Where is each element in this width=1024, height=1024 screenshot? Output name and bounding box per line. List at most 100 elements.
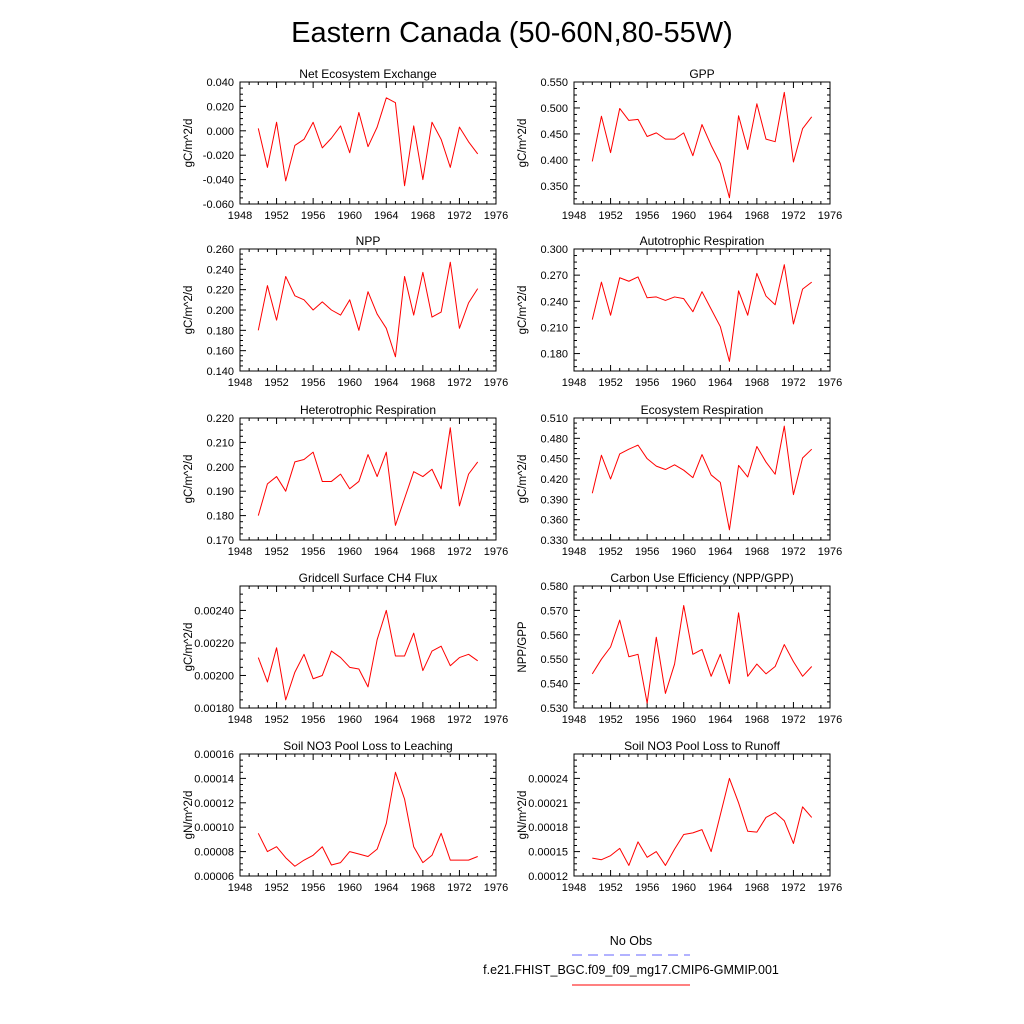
figure-title: Eastern Canada (50-60N,80-55W) xyxy=(291,17,733,49)
legend-label-no-obs: No Obs xyxy=(610,934,652,948)
plot-frame xyxy=(239,753,497,877)
x-tick-label: 1948 xyxy=(228,546,252,558)
series-line xyxy=(591,91,813,199)
x-tick-label: 1964 xyxy=(708,546,732,558)
x-tick-label: 1952 xyxy=(598,546,622,558)
panel-carbon-use-efficiency-npp-gpp: Carbon Use Efficiency (NPP/GPP) NPP/GPP 19… xyxy=(517,571,842,726)
panel-ecosystem-respiration: Ecosystem Respiration gC/m^2/d 1948 1952 195… xyxy=(517,403,842,558)
y-axis-label: gC/m^2/d xyxy=(183,623,195,672)
y-tick-label: 0.140 xyxy=(206,366,234,378)
x-tick-label: 1956 xyxy=(635,882,659,894)
x-tick-label: 1976 xyxy=(484,210,508,222)
series-line xyxy=(257,97,479,187)
x-tick-label: 1948 xyxy=(562,882,586,894)
x-tick-label: 1964 xyxy=(374,546,398,558)
x-tick-label: 1952 xyxy=(264,546,288,558)
y-tick-label: 0.180 xyxy=(206,511,234,523)
y-axis-label: NPP/GPP xyxy=(517,621,529,672)
y-tick-label: 0.350 xyxy=(540,181,568,193)
y-axis-label: gC/m^2/d xyxy=(183,455,195,504)
x-tick-label: 1952 xyxy=(598,377,622,389)
y-tick-label: 0.00006 xyxy=(194,871,234,883)
x-tick-label: 1976 xyxy=(818,210,842,222)
panel-title: Ecosystem Respiration xyxy=(641,403,764,417)
x-tick-label: 1968 xyxy=(745,210,769,222)
x-tick-label: 1956 xyxy=(301,882,325,894)
plot-frame xyxy=(239,585,497,709)
y-tick-label: 0.00021 xyxy=(528,798,568,810)
y-tick-label: 0.00200 xyxy=(194,670,234,682)
x-tick-label: 1964 xyxy=(708,377,732,389)
y-axis-label: gN/m^2/d xyxy=(183,791,195,840)
x-tick-label: 1952 xyxy=(264,210,288,222)
y-tick-label: 0.530 xyxy=(540,703,568,715)
panel-title: Carbon Use Efficiency (NPP/GPP) xyxy=(610,571,793,585)
y-tick-label: 0.400 xyxy=(540,155,568,167)
x-tick-label: 1972 xyxy=(781,546,805,558)
y-tick-label: 0.450 xyxy=(540,454,568,466)
y-tick-label: 0.360 xyxy=(540,515,568,527)
x-tick-label: 1952 xyxy=(264,882,288,894)
series-line xyxy=(591,425,813,531)
x-tick-label: 1964 xyxy=(374,377,398,389)
x-tick-label: 1972 xyxy=(781,714,805,726)
y-tick-label: 0.220 xyxy=(206,285,234,297)
y-tick-label: 0.00016 xyxy=(194,749,234,761)
panel-npp: NPP gC/m^2/d 1948 1952 1956 1960 1964 1968 1972 1… xyxy=(183,234,508,389)
panel-title: NPP xyxy=(356,234,381,248)
y-tick-label: 0.040 xyxy=(206,77,234,89)
x-tick-label: 1960 xyxy=(337,882,361,894)
y-tick-label: 0.210 xyxy=(206,437,234,449)
x-tick-label: 1964 xyxy=(374,882,398,894)
x-tick-label: 1960 xyxy=(671,882,695,894)
y-tick-label: 0.170 xyxy=(206,535,234,547)
series-line xyxy=(257,771,478,867)
x-tick-label: 1956 xyxy=(635,714,659,726)
y-tick-label: 0.00180 xyxy=(194,703,234,715)
panel-soil-no3-pool-loss-to-leaching: Soil NO3 Pool Loss to Leaching gN/m^2/d 19… xyxy=(183,739,508,894)
y-tick-label: 0.200 xyxy=(206,305,234,317)
x-tick-label: 1976 xyxy=(818,377,842,389)
x-tick-label: 1960 xyxy=(671,714,695,726)
panel-title: Soil NO3 Pool Loss to Runoff xyxy=(624,739,781,753)
x-tick-label: 1960 xyxy=(337,210,361,222)
x-tick-label: 1968 xyxy=(745,377,769,389)
x-tick-label: 1956 xyxy=(635,546,659,558)
panel-gridcell-surface-ch4-flux: Gridcell Surface CH4 Flux gC/m^2/d 1948 195… xyxy=(183,571,508,726)
x-tick-label: 1964 xyxy=(374,714,398,726)
y-tick-label: 0.260 xyxy=(206,244,234,256)
x-tick-label: 1968 xyxy=(745,546,769,558)
x-tick-label: 1972 xyxy=(447,377,471,389)
y-tick-label: 0.500 xyxy=(540,103,568,115)
y-tick-label: 0.570 xyxy=(540,605,568,617)
y-tick-label: 0.300 xyxy=(540,244,568,256)
x-tick-label: 1956 xyxy=(301,377,325,389)
series-line xyxy=(257,609,479,701)
panel-heterotrophic-respiration: Heterotrophic Respiration gC/m^2/d 1948 195… xyxy=(183,403,508,558)
y-tick-label: 0.00008 xyxy=(194,847,234,859)
series-line xyxy=(592,777,813,866)
x-tick-label: 1956 xyxy=(301,546,325,558)
y-tick-label: 0.240 xyxy=(206,264,234,276)
y-tick-label: 0.00010 xyxy=(194,822,234,834)
x-tick-label: 1960 xyxy=(337,714,361,726)
x-tick-label: 1948 xyxy=(228,210,252,222)
y-tick-label: 0.510 xyxy=(540,413,568,425)
y-tick-label: -0.040 xyxy=(203,175,234,187)
x-tick-label: 1976 xyxy=(484,882,508,894)
x-tick-label: 1956 xyxy=(301,210,325,222)
panel-title: Net Ecosystem Exchange xyxy=(299,67,437,81)
x-tick-label: 1960 xyxy=(671,210,695,222)
x-tick-label: 1948 xyxy=(562,210,586,222)
x-tick-label: 1952 xyxy=(598,210,622,222)
y-tick-label: 0.180 xyxy=(206,325,234,337)
y-tick-label: 0.00014 xyxy=(194,773,234,785)
y-axis-label: gC/m^2/d xyxy=(183,119,195,168)
panel-net-ecosystem-exchange: Net Ecosystem Exchange gC/m^2/d 1948 1952 19… xyxy=(183,67,508,222)
series-line xyxy=(591,264,813,362)
y-tick-label: 0.390 xyxy=(540,494,568,506)
series-line xyxy=(591,605,813,704)
y-tick-label: 0.540 xyxy=(540,679,568,691)
x-tick-label: 1960 xyxy=(671,377,695,389)
